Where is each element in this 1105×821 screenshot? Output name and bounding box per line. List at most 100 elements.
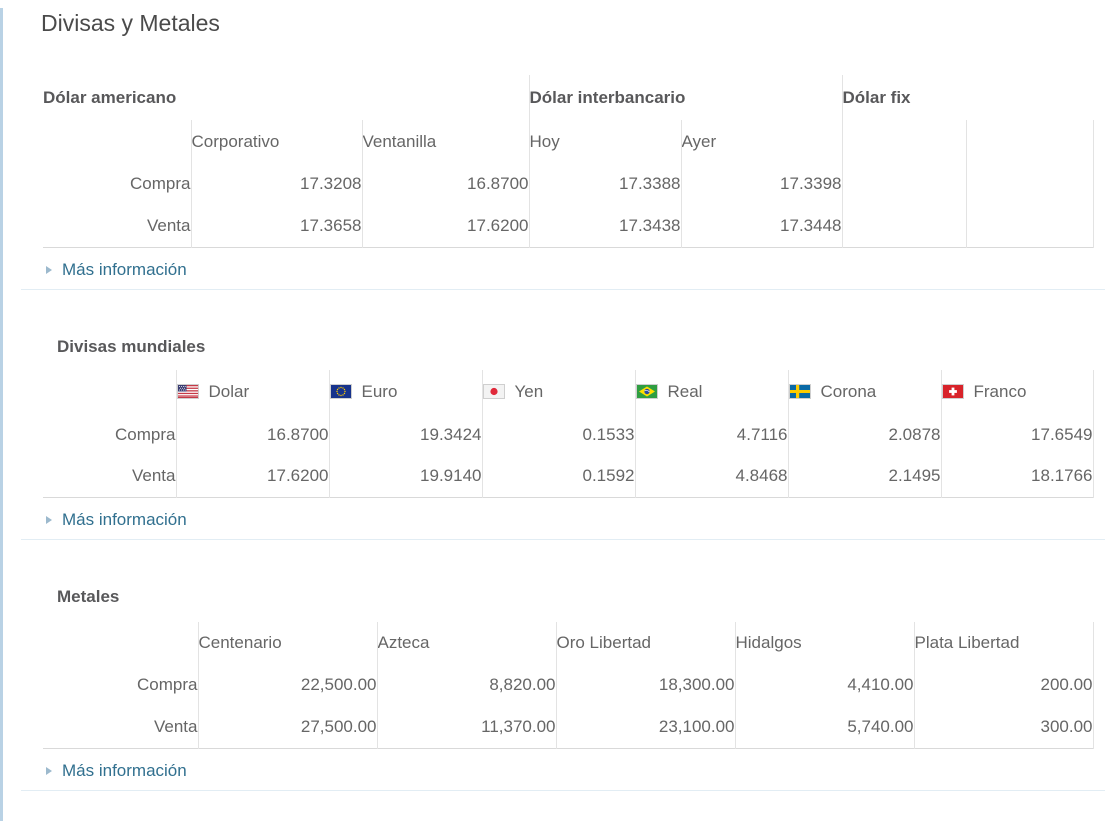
- col-header-ventanilla: Ventanilla: [361, 120, 529, 163]
- more-info-label: Más información: [62, 510, 187, 529]
- triangle-bullet-icon: [46, 516, 52, 524]
- metals-venta-plata-libertad-value: 300.00: [913, 706, 1094, 748]
- dollar-venta-ventanilla-value: 17.6200: [361, 205, 529, 247]
- page-title: Divisas y Metales: [41, 10, 220, 36]
- empty-cell: [43, 622, 198, 664]
- metals-table: Centenario Azteca Oro Libertad Hidalgos …: [43, 622, 1094, 749]
- metals-venta-hidalgos-value: 5,740.00: [734, 706, 914, 748]
- metals-compra-plata-libertad-value: 200.00: [913, 664, 1094, 706]
- currency-label: Yen: [514, 381, 544, 401]
- empty-cell: [841, 163, 966, 205]
- col-header-real: Real: [634, 369, 788, 414]
- col-header-dolar: Dolar: [175, 369, 329, 414]
- row-label-compra: Compra: [137, 675, 198, 694]
- dollar-venta-row: Venta 17.3658 17.6200 17.3438 17.3448: [43, 205, 1094, 247]
- dollar-compra-corporativo-value: 17.3208: [190, 163, 362, 205]
- group-header-dolar-americano: Dólar americano: [43, 87, 177, 107]
- col-header-hoy: Hoy: [528, 120, 681, 163]
- metals-compra-oro-libertad-value: 18,300.00: [555, 664, 735, 706]
- us-flag-icon: [177, 384, 199, 399]
- world-venta-euro-value: 19.9140: [328, 455, 482, 498]
- row-label-venta: Venta: [147, 215, 191, 235]
- japan-flag-icon: [483, 384, 505, 399]
- col-header-oro-libertad: Oro Libertad: [555, 622, 735, 664]
- more-info-label: Más información: [62, 259, 187, 279]
- currency-label: Corona: [820, 381, 877, 401]
- world-venta-yen-value: 0.1592: [481, 455, 635, 498]
- dollar-venta-hoy-value: 17.3438: [528, 205, 681, 247]
- section-divider: [21, 288, 1105, 290]
- metals-compra-azteca-value: 8,820.00: [376, 664, 556, 706]
- metals-venta-centenario-value: 27,500.00: [197, 706, 377, 748]
- section-title-divisas-mundiales: Divisas mundiales: [57, 336, 206, 356]
- sweden-flag-icon: [789, 384, 811, 399]
- empty-cell: [965, 205, 1094, 247]
- world-compra-yen-value: 0.1533: [481, 413, 635, 456]
- section-divider: [21, 539, 1105, 540]
- triangle-bullet-icon: [46, 766, 52, 775]
- world-venta-real-value: 4.8468: [634, 455, 788, 498]
- world-compra-real-value: 4.7116: [634, 413, 788, 456]
- world-venta-row: Venta 17.6200 19.9140 0.1592 4.8468 2.14…: [43, 455, 1094, 498]
- empty-cell: [43, 120, 191, 163]
- main-content: Divisas y Metales Dólar americano Dólar …: [3, 8, 1105, 791]
- group-header-dolar-fix: Dólar fix: [841, 75, 1093, 120]
- row-label-compra: Compra: [130, 174, 191, 193]
- currency-label: Euro: [361, 381, 398, 401]
- col-header-centenario: Centenario: [197, 622, 377, 664]
- dollar-compra-hoy-value: 17.3388: [528, 163, 681, 205]
- dollar-compra-ventanilla-value: 16.8700: [361, 163, 529, 205]
- group-header-dolar-interbancario: Dólar interbancario: [528, 75, 842, 120]
- more-info-link-dollar[interactable]: Más información: [46, 259, 1105, 281]
- dollar-compra-ayer-value: 17.3398: [680, 163, 842, 205]
- metals-compra-centenario-value: 22,500.00: [197, 664, 377, 706]
- dollar-compra-row: Compra 17.3208 16.8700 17.3388 17.3398: [43, 163, 1094, 205]
- more-info-link-world[interactable]: Más información: [46, 509, 1105, 531]
- currency-label: Real: [667, 381, 703, 401]
- empty-cell: [841, 205, 966, 247]
- metals-compra-row: Compra 22,500.00 8,820.00 18,300.00 4,41…: [43, 664, 1094, 706]
- empty-cell: [965, 163, 1094, 205]
- triangle-bullet-icon: [46, 265, 52, 274]
- row-label-venta: Venta: [132, 466, 176, 486]
- world-compra-corona-value: 2.0878: [787, 413, 941, 456]
- col-header-plata-libertad: Plata Libertad: [913, 622, 1094, 664]
- section-title-metales: Metales: [57, 587, 120, 606]
- world-venta-franco-value: 18.1766: [940, 455, 1094, 498]
- metals-compra-hidalgos-value: 4,410.00: [734, 664, 914, 706]
- empty-cell: [841, 120, 966, 163]
- more-info-label: Más información: [62, 760, 187, 780]
- metals-venta-azteca-value: 11,370.00: [376, 706, 556, 748]
- row-label-compra: Compra: [115, 424, 176, 444]
- dollar-venta-ayer-value: 17.3448: [680, 205, 842, 247]
- col-header-euro: Euro: [328, 369, 482, 414]
- brazil-flag-icon: [636, 384, 658, 399]
- currency-label: Franco: [973, 381, 1027, 401]
- col-header-franco: Franco: [940, 369, 1094, 414]
- dollar-column-header-row: Corporativo Ventanilla Hoy Ayer: [43, 120, 1094, 163]
- currency-label: Dolar: [208, 381, 250, 401]
- eu-flag-icon: [330, 384, 352, 399]
- more-info-link-metals[interactable]: Más información: [46, 760, 1105, 782]
- section-divider: [21, 789, 1105, 791]
- dollar-table: Dólar americano Dólar interbancario Dóla…: [43, 75, 1094, 248]
- world-currencies-table: Dolar Euro Yen Real: [43, 369, 1094, 498]
- metals-column-header-row: Centenario Azteca Oro Libertad Hidalgos …: [43, 622, 1094, 664]
- dollar-venta-corporativo-value: 17.3658: [190, 205, 362, 247]
- col-header-corporativo: Corporativo: [190, 120, 362, 163]
- metals-venta-row: Venta 27,500.00 11,370.00 23,100.00 5,74…: [43, 706, 1094, 748]
- world-venta-dolar-value: 17.6200: [175, 455, 329, 498]
- metals-venta-oro-libertad-value: 23,100.00: [555, 706, 735, 748]
- world-compra-dolar-value: 16.8700: [175, 413, 329, 456]
- col-header-azteca: Azteca: [376, 622, 556, 664]
- world-venta-corona-value: 2.1495: [787, 455, 941, 498]
- col-header-corona: Corona: [787, 369, 941, 414]
- world-compra-franco-value: 17.6549: [940, 413, 1094, 456]
- world-column-header-row: Dolar Euro Yen Real: [43, 369, 1094, 414]
- world-compra-row: Compra 16.8700 19.3424 0.1533 4.7116 2.0…: [43, 413, 1094, 456]
- col-header-hidalgos: Hidalgos: [734, 622, 914, 664]
- col-header-yen: Yen: [481, 369, 635, 414]
- world-compra-euro-value: 19.3424: [328, 413, 482, 456]
- row-label-venta: Venta: [154, 716, 198, 736]
- empty-cell: [43, 370, 176, 414]
